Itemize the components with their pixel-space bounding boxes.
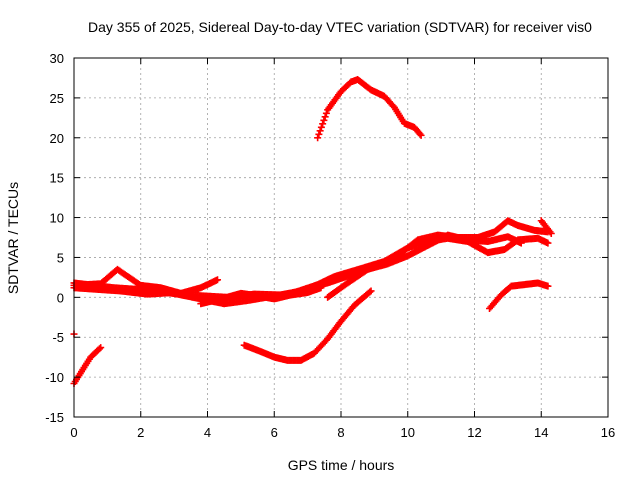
series-arc-10 <box>314 76 425 142</box>
y-tick-label: 20 <box>50 131 64 146</box>
y-tick-labels: -15 -10 -5 0 5 10 15 20 25 30 <box>45 51 64 425</box>
series-arc-4 <box>197 284 325 308</box>
data-point <box>322 109 330 117</box>
data-point <box>547 230 555 238</box>
data-point <box>316 127 324 135</box>
grid <box>74 58 608 417</box>
y-axis-label: SDTVAR / TECUs <box>5 182 21 294</box>
data-point <box>517 239 525 247</box>
data-point <box>97 344 105 352</box>
data-point <box>416 130 424 138</box>
y-tick-label: 25 <box>50 91 64 106</box>
x-tick-label: 16 <box>601 425 615 440</box>
x-axis-label: GPS time / hours <box>288 457 395 473</box>
y-tick-label: 30 <box>50 51 64 66</box>
data-point <box>214 276 222 284</box>
y-tick-label: 10 <box>50 211 64 226</box>
data-point <box>319 120 327 128</box>
y-tick-label: -5 <box>52 330 64 345</box>
y-tick-label: 5 <box>57 250 64 265</box>
data-point <box>367 287 375 295</box>
series-arc-7 <box>70 344 105 387</box>
data-point <box>417 131 425 139</box>
y-tick-label: 0 <box>57 290 64 305</box>
data-point <box>320 116 328 124</box>
x-tick-label: 2 <box>137 425 144 440</box>
axis-ticks <box>73 57 609 418</box>
x-tick-labels: 0 2 4 6 8 10 12 14 16 <box>70 425 615 440</box>
data-point <box>317 284 325 292</box>
data-point <box>544 282 552 290</box>
x-tick-label: 8 <box>337 425 344 440</box>
data-point <box>321 113 329 121</box>
data-point <box>95 345 103 353</box>
series-arc-5 <box>324 231 525 301</box>
x-tick-label: 10 <box>401 425 415 440</box>
series-arc-6 <box>537 217 555 238</box>
series-arc-9 <box>240 287 375 364</box>
x-tick-label: 12 <box>467 425 481 440</box>
x-tick-label: 0 <box>70 425 77 440</box>
data-points <box>70 76 555 387</box>
y-tick-label: -15 <box>45 410 64 425</box>
x-tick-label: 14 <box>534 425 548 440</box>
data-point <box>315 130 323 138</box>
series-arc-11 <box>486 279 552 313</box>
chart-title: Day 355 of 2025, Sidereal Day-to-day VTE… <box>88 19 592 35</box>
y-tick-label: -10 <box>45 370 64 385</box>
data-point <box>314 134 322 142</box>
x-tick-label: 6 <box>271 425 278 440</box>
data-point <box>317 123 325 131</box>
data-point <box>544 239 552 247</box>
data-point <box>366 288 374 296</box>
y-tick-label: 15 <box>50 171 64 186</box>
x-tick-label: 4 <box>204 425 211 440</box>
